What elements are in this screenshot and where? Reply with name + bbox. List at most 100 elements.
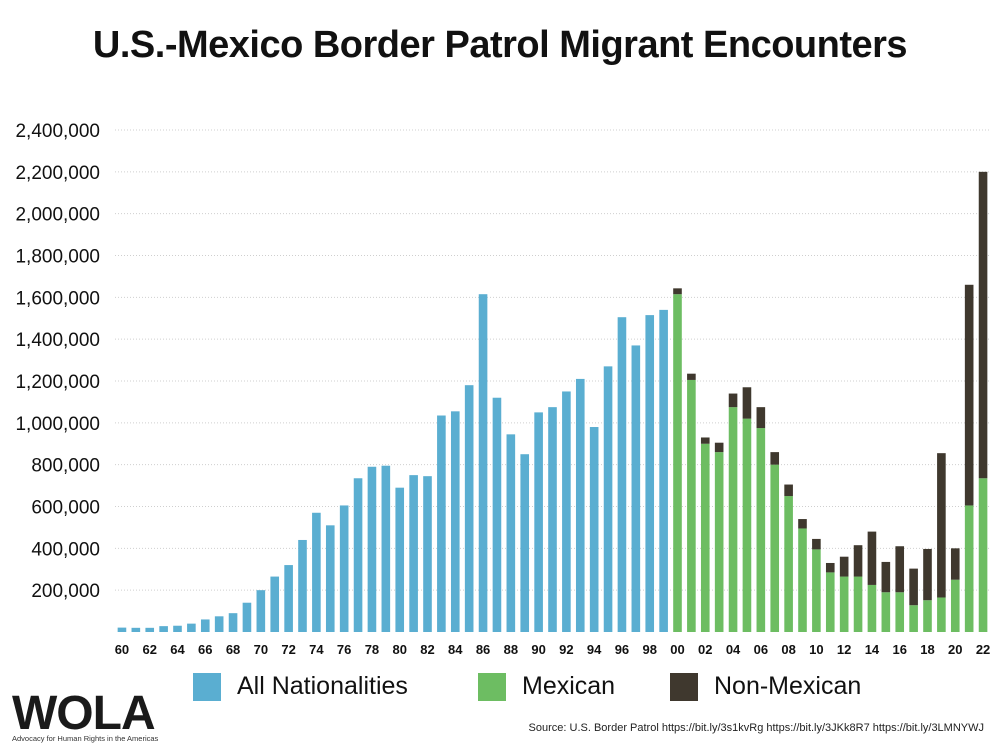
- bar-all-nationalities-91: [548, 407, 557, 632]
- bar-all-nationalities-87: [492, 397, 502, 632]
- x-tick-label: 14: [865, 642, 880, 657]
- legend-item-all-nationalities: All Nationalities: [193, 672, 408, 701]
- bar-all-nationalities-96: [617, 317, 627, 632]
- x-tick-label: 12: [837, 642, 851, 657]
- bar-non-mexican-16: [895, 546, 905, 593]
- x-tick-label: 60: [115, 642, 129, 657]
- bar-all-nationalities-84: [450, 411, 460, 632]
- bar-all-nationalities-60: [117, 627, 127, 632]
- y-tick-label: 1,600,000: [15, 288, 100, 309]
- bar-non-mexican-05: [742, 387, 752, 419]
- bar-non-mexican-12: [839, 556, 849, 577]
- bar-non-mexican-19: [937, 453, 946, 598]
- bar-mexican-03: [714, 452, 724, 632]
- source-note: Source: U.S. Border Patrol https://bit.l…: [528, 722, 984, 734]
- y-tick-label: 2,400,000: [15, 121, 100, 142]
- bar-non-mexican-17: [909, 568, 918, 606]
- y-tick-label: 2,000,000: [15, 205, 100, 226]
- bar-mexican-10: [812, 549, 821, 632]
- bar-mexican-09: [798, 528, 807, 632]
- x-tick-label: 08: [781, 642, 795, 657]
- bar-non-mexican-13: [853, 545, 863, 577]
- bar-non-mexican-09: [798, 519, 807, 529]
- bar-mexican-01: [687, 379, 696, 632]
- bar-all-nationalities-86: [478, 294, 488, 632]
- x-tick-label: 72: [281, 642, 295, 657]
- x-tick-label: 66: [198, 642, 212, 657]
- bar-mexican-06: [756, 428, 766, 632]
- bar-all-nationalities-82: [423, 476, 432, 632]
- y-tick-label: 600,000: [31, 498, 100, 519]
- x-tick-label: 00: [670, 642, 684, 657]
- y-tick-label: 1,800,000: [15, 247, 100, 268]
- x-tick-label: 84: [448, 642, 463, 657]
- bar-mexican-16: [895, 592, 905, 632]
- chart-title: U.S.-Mexico Border Patrol Migrant Encoun…: [92, 24, 908, 66]
- bar-mexican-13: [853, 576, 863, 632]
- bar-all-nationalities-78: [367, 466, 377, 632]
- x-tick-label: 20: [948, 642, 962, 657]
- x-tick-label: 06: [754, 642, 768, 657]
- x-tick-label: 96: [615, 642, 629, 657]
- y-tick-label: 1,000,000: [15, 414, 100, 435]
- x-tick-label: 04: [726, 642, 741, 657]
- y-tick-label: 1,200,000: [15, 372, 100, 393]
- y-tick-label: 400,000: [31, 539, 100, 560]
- bar-all-nationalities-74: [312, 512, 321, 632]
- x-tick-label: 64: [170, 642, 185, 657]
- y-tick-label: 800,000: [31, 456, 100, 477]
- bar-mexican-17: [909, 605, 918, 632]
- bar-non-mexican-18: [923, 548, 932, 601]
- x-tick-label: 92: [559, 642, 573, 657]
- bar-non-mexican-08: [784, 484, 793, 497]
- bar-mexican-19: [937, 597, 946, 632]
- y-axis-labels: 200,000 400,000 600,000 800,000 1,000,000 1,2…: [15, 121, 100, 602]
- x-tick-label: 22: [976, 642, 990, 657]
- bar-all-nationalities-61: [131, 627, 141, 632]
- bar-non-mexican-22: [978, 171, 988, 479]
- legend-label-all-nationalities: All Nationalities: [237, 672, 408, 700]
- x-tick-label: 98: [642, 642, 656, 657]
- bar-non-mexican-02: [700, 437, 710, 444]
- bar-all-nationalities-90: [534, 412, 543, 633]
- bar-mexican-18: [923, 600, 932, 632]
- bar-all-nationalities-66: [200, 619, 210, 632]
- legend-label-mexican: Mexican: [522, 672, 616, 700]
- x-tick-label: 62: [142, 642, 156, 657]
- bar-non-mexican-04: [728, 393, 738, 408]
- bar-all-nationalities-81: [409, 475, 418, 633]
- bar-mexican-21: [964, 505, 974, 632]
- x-tick-label: 10: [809, 642, 823, 657]
- bar-all-nationalities-98: [645, 315, 655, 632]
- y-tick-label: 200,000: [31, 581, 100, 602]
- bar-mexican-20: [950, 579, 960, 632]
- bar-non-mexican-03: [714, 442, 724, 453]
- legend-item-mexican: Mexican: [478, 672, 615, 701]
- bar-non-mexican-10: [812, 538, 821, 550]
- bar-non-mexican-01: [687, 373, 696, 380]
- bar-all-nationalities-88: [506, 434, 516, 632]
- bar-all-nationalities-94: [589, 427, 599, 632]
- x-tick-label: 90: [531, 642, 545, 657]
- bar-all-nationalities-99: [659, 309, 668, 632]
- x-tick-label: 70: [254, 642, 268, 657]
- bar-mexican-00: [673, 294, 682, 632]
- bar-all-nationalities-93: [575, 378, 585, 632]
- bar-mexican-14: [867, 584, 877, 632]
- x-tick-label: 02: [698, 642, 712, 657]
- bar-chart: 200,000 400,000 600,000 800,000 1,000,000 1,2…: [15, 121, 990, 657]
- logo-tagline: Advocacy for Human Rights in the America…: [12, 734, 159, 743]
- legend: All Nationalities Mexican Non-Mexican: [0, 672, 1000, 708]
- bar-mexican-04: [728, 407, 738, 632]
- y-tick-label: 2,200,000: [15, 163, 100, 184]
- wola-logo: WOLA: [12, 687, 156, 740]
- bar-all-nationalities-85: [464, 385, 474, 632]
- x-tick-label: 80: [392, 642, 406, 657]
- bar-all-nationalities-72: [284, 565, 293, 632]
- x-tick-label: 82: [420, 642, 434, 657]
- bar-non-mexican-14: [867, 531, 877, 585]
- bar-all-nationalities-63: [159, 626, 168, 632]
- bar-mexican-11: [825, 572, 835, 632]
- bar-mexican-08: [784, 496, 793, 632]
- y-tick-label: 1,400,000: [15, 330, 100, 351]
